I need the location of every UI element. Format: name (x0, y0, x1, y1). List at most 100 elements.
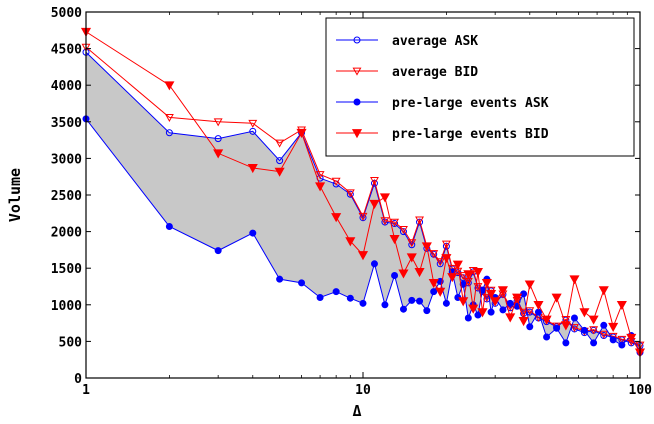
series-4 (80, 27, 646, 358)
legend-marker (353, 98, 361, 106)
legend-item: average BID (336, 65, 478, 80)
data-point (599, 330, 609, 339)
data-point (274, 167, 285, 177)
data-point (608, 322, 619, 332)
data-point (505, 313, 516, 323)
series-layer (80, 27, 646, 358)
x-tick-label: 10 (355, 383, 371, 398)
legend-label: average BID (392, 65, 478, 80)
data-point (497, 286, 508, 296)
legend: average ASK average BID pre-large events A… (325, 17, 635, 157)
data-point (275, 139, 285, 148)
data-point (316, 293, 324, 301)
data-point (570, 314, 578, 322)
data-point (249, 229, 257, 237)
ticks-layer: 0 500 1000 1500 2000 2500 3000 3500 4000 4500 5000… (51, 6, 652, 398)
data-point (442, 299, 450, 307)
data-point (165, 129, 173, 137)
data-point (589, 326, 599, 335)
legend-label: pre-large events BID (392, 127, 549, 142)
data-point (358, 212, 368, 221)
legend-marker (351, 129, 363, 139)
data-point (247, 164, 258, 174)
data-point (570, 324, 579, 333)
data-point (533, 300, 544, 311)
data-point (331, 213, 342, 223)
data-point (346, 294, 354, 302)
data-point (430, 288, 438, 296)
data-point (487, 308, 495, 316)
data-point (332, 288, 340, 296)
data-point (407, 239, 417, 248)
data-point (165, 222, 173, 230)
data-point (472, 268, 483, 278)
data-point (276, 275, 284, 283)
data-point (390, 218, 400, 227)
data-point (518, 317, 529, 327)
data-point (525, 307, 535, 316)
data-point (213, 149, 224, 159)
data-point (588, 315, 599, 325)
data-point (389, 235, 400, 245)
data-point (164, 81, 175, 91)
data-point (512, 293, 523, 303)
y-tick-label: 2500 (51, 189, 82, 204)
data-point (506, 299, 514, 307)
y-tick-label: 4000 (51, 79, 82, 94)
data-point (379, 193, 390, 203)
data-point (626, 333, 637, 343)
data-point (214, 247, 222, 255)
data-point (406, 253, 417, 263)
data-point (370, 260, 378, 268)
legend-item: pre-large events ASK (336, 96, 549, 111)
data-point (398, 269, 409, 279)
data-point (213, 118, 223, 127)
data-point (458, 272, 468, 281)
data-point (463, 270, 474, 280)
data-point (214, 135, 222, 143)
y-tick-label: 3500 (51, 116, 82, 131)
data-point (249, 127, 257, 135)
y-tick-label: 3000 (51, 152, 82, 167)
x-tick-label: 1 (82, 383, 90, 398)
data-point (357, 251, 369, 261)
legend-marker (352, 67, 362, 76)
y-axis-label: Volume (6, 168, 24, 222)
data-point (560, 321, 571, 331)
data-point (399, 226, 408, 235)
data-point (579, 308, 590, 318)
data-point (543, 333, 551, 341)
legend-marker (353, 36, 361, 44)
data-point (391, 272, 399, 280)
data-point (477, 308, 488, 318)
data-point (399, 305, 407, 313)
data-point (369, 199, 380, 210)
data-point (553, 324, 561, 332)
data-point (598, 286, 609, 296)
x-tick-label: 100 (629, 383, 653, 398)
data-point (414, 268, 425, 278)
data-point (590, 339, 598, 347)
data-point (380, 217, 390, 226)
fill-area (86, 52, 640, 353)
data-point (416, 297, 424, 305)
data-point (541, 315, 552, 325)
data-point (248, 119, 258, 128)
data-point (429, 250, 439, 259)
data-point (499, 306, 507, 314)
data-point (526, 323, 534, 331)
data-point (569, 275, 580, 285)
x-axis-label: Δ (352, 402, 361, 420)
data-point (415, 216, 424, 225)
data-point (458, 297, 469, 307)
data-point (423, 307, 431, 315)
data-point (616, 300, 627, 311)
data-point (481, 278, 492, 289)
data-point (600, 321, 608, 329)
data-point (331, 177, 341, 186)
data-point (276, 157, 284, 165)
data-point (345, 237, 356, 247)
data-point (435, 287, 446, 297)
legend-item: pre-large events BID (336, 127, 549, 142)
